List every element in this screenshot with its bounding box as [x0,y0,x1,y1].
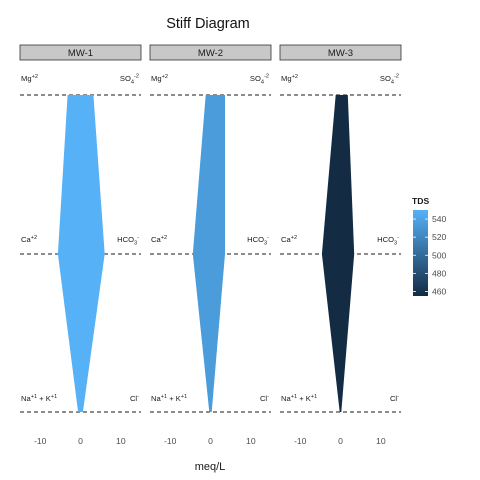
facet-panel-mw-3: MW-3 Mg+2 SO4-2 Ca+2 HCO3- Na+1 + K+1 Cl- -10 0 1… [279,44,402,446]
facet-strip [279,44,402,61]
x-tick-label: -10 [164,436,177,446]
facet-strip-label: MW-3 [328,48,353,59]
facet-panels: MW-1 Mg+2 SO4-2 Ca+2 HCO3- Na+1 + K+1 Cl- -10 0 1… [19,44,402,446]
anion-label: Cl- [390,394,399,403]
cation-label: Ca+2 [151,235,167,244]
anion-label: HCO3- [247,235,269,247]
facet-panel-mw-1: MW-1 Mg+2 SO4-2 Ca+2 HCO3- Na+1 + K+1 Cl- -10 0 1… [19,44,142,446]
anion-label: Cl- [130,394,139,403]
x-tick-label: -10 [34,436,47,446]
cation-label: Na+1 + K+1 [281,394,317,403]
anion-label: SO4-2 [380,74,399,86]
anion-label: SO4-2 [250,74,269,86]
legend-tick-label: 500 [432,250,447,260]
facet-panel-mw-2: MW-2 Mg+2 SO4-2 Ca+2 HCO3- Na+1 + K+1 Cl- -10 0 1… [149,44,272,446]
x-tick-label: -10 [294,436,307,446]
legend-tick-label: 460 [432,286,447,296]
anion-label: HCO3- [377,235,399,247]
x-tick-label: 0 [78,436,83,446]
cation-label: Ca+2 [21,235,37,244]
cation-label: Na+1 + K+1 [151,394,187,403]
stiff-polygon [321,95,355,412]
facet-strip [19,44,142,61]
tds-legend: TDS 460 480 500 520 540 [412,196,447,296]
cation-label: Mg+2 [281,74,298,83]
stiff-polygon [192,95,225,412]
anion-label: SO4-2 [120,74,139,86]
anion-label: HCO3- [117,235,139,247]
cation-label: Ca+2 [281,235,297,244]
chart-title: Stiff Diagram [166,16,250,32]
anion-label: Cl- [260,394,269,403]
x-tick-label: 10 [116,436,126,446]
x-tick-label: 10 [376,436,386,446]
cation-label: Na+1 + K+1 [21,394,57,403]
cation-label: Mg+2 [151,74,168,83]
facet-strip-label: MW-2 [198,48,223,59]
facet-strip [149,44,272,61]
facet-strip-label: MW-1 [68,48,93,59]
x-tick-label: 10 [246,436,256,446]
legend-title: TDS [412,196,429,206]
legend-colorbar [413,210,428,296]
legend-tick-label: 520 [432,232,447,242]
x-tick-label: 0 [208,436,213,446]
x-tick-label: 0 [338,436,343,446]
stiff-polygon [57,95,105,412]
cation-label: Mg+2 [21,74,38,83]
x-axis-title: meq/L [195,461,226,473]
legend-tick-label: 540 [432,214,447,224]
legend-tick-label: 480 [432,268,447,278]
